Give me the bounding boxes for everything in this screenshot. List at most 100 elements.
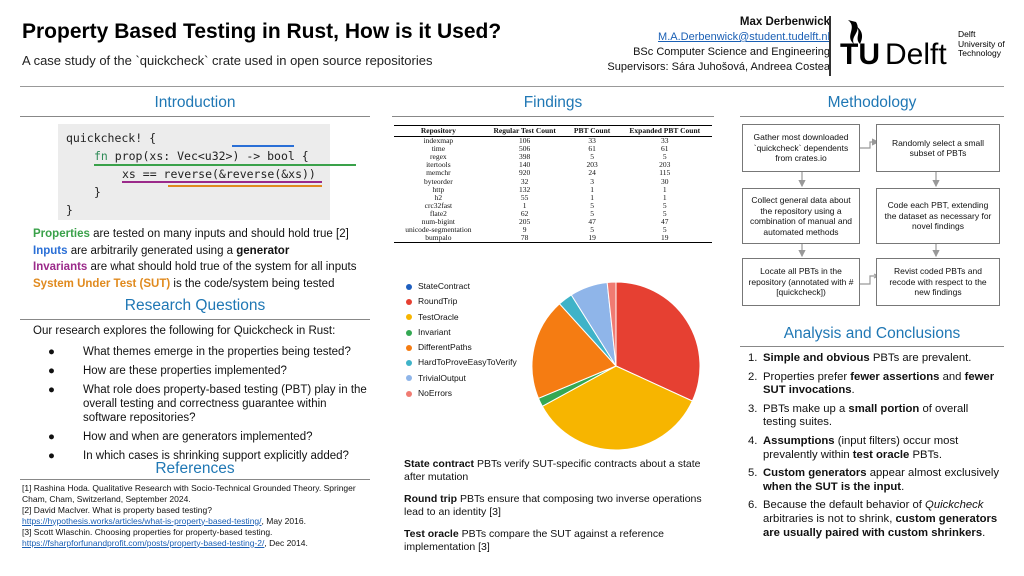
author-supervisors: Supervisors: Sára Juhošová, Andreea Cost… xyxy=(607,61,830,73)
conclusion-fragment: . xyxy=(982,526,986,539)
table-header-cell: Expanded PBT Count xyxy=(617,125,712,138)
definition-text: PBTs compare the SUT against a reference… xyxy=(404,528,664,553)
table-cell: regex xyxy=(430,152,447,162)
table-cell: 78 xyxy=(520,233,529,243)
conclusion-fragment: Because the default behavior of xyxy=(763,499,926,512)
table-cell: 30 xyxy=(661,176,669,186)
table-cell: 115 xyxy=(659,168,671,178)
reference-text: [3] Scott Wlaschin. Choosing properties … xyxy=(22,527,273,537)
table-cell: 1 xyxy=(590,184,594,194)
methodology-step-6: Revist coded PBTs and recode with respec… xyxy=(876,258,1000,306)
methodology-step-5: Code each PBT, extending the dataset as … xyxy=(876,188,1000,244)
conclusion-fragment: small portion xyxy=(848,402,920,415)
conclusion-fragment: . xyxy=(851,384,855,397)
pbt-definitions: State contract PBTs verify SUT-specific … xyxy=(404,458,708,563)
table-cell: 1 xyxy=(522,200,527,210)
rule-findings xyxy=(392,116,714,117)
table-cell: http xyxy=(432,184,445,194)
reference-item: [1] Rashina Hoda. Qualitative Research w… xyxy=(22,483,372,504)
conclusion-item: 5. Custom generators appear almost exclus… xyxy=(748,467,1004,494)
conclusion-text: PBTs make up a small portion of overall … xyxy=(763,403,968,429)
definition-item: Round trip PBTs ensure that composing tw… xyxy=(404,493,708,519)
conclusion-fragment: and xyxy=(939,370,965,383)
table-cell: 33 xyxy=(661,136,669,146)
conclusion-fragment: of overall testing suites. xyxy=(763,402,969,429)
reference-link[interactable]: https://hypothesis.works/articles/what-i… xyxy=(22,515,262,526)
conclusion-number: 5. xyxy=(748,467,758,480)
table-cell: num-bigint xyxy=(421,217,456,227)
table-row: byteorder 32 3 30 xyxy=(394,176,712,186)
poster-title: Property Based Testing in Rust, How is i… xyxy=(22,20,502,43)
conclusion-text: Because the default behavior of Quickche… xyxy=(763,499,997,538)
heading-analysis: Analysis and Conclusions xyxy=(783,325,961,342)
legend-item: Invariant xyxy=(406,325,517,340)
conclusion-number: 4. xyxy=(748,434,758,447)
conclusion-fragment: PBTs make up a xyxy=(763,402,849,415)
conclusion-item: 2. Properties prefer fewer assertions and… xyxy=(748,371,1004,398)
table-cell: 506 xyxy=(519,144,531,154)
methodology-arrows xyxy=(798,138,940,285)
legend-item: StateContract xyxy=(406,279,517,294)
table-cell: 5 xyxy=(590,200,594,210)
author-email-link[interactable]: M.A.Derbenwick@student.tudelft.nl xyxy=(658,31,830,43)
conclusion-number: 2. xyxy=(748,370,758,383)
table-row: unicode-segmentation 9 5 5 xyxy=(394,226,712,234)
heading-research-questions: Research Questions xyxy=(124,297,266,314)
heading-introduction: Introduction xyxy=(154,94,236,111)
research-question-item: ● What themes emerge in the properties be… xyxy=(48,345,368,359)
reference-link[interactable]: https://fsharpforfunandprofit.com/posts/… xyxy=(22,537,265,548)
conclusion-fragment: PBTs are prevalent. xyxy=(869,352,972,364)
conclusion-item: 3. PBTs make up a small portion of overal… xyxy=(748,403,1004,430)
reference-suffix: , May 2016. xyxy=(261,515,306,526)
input-underline xyxy=(232,145,294,147)
conclusion-fragment: fewer assertions xyxy=(850,370,940,383)
conclusion-fragment: when the SUT is the input xyxy=(763,480,902,493)
invariants-line: Invariants are what should hold true of … xyxy=(33,261,357,273)
research-question-item: ● How and when are generators implemented… xyxy=(48,430,368,444)
table-header-row: Repository Regular Test Count PBT Count Exp… xyxy=(394,125,712,138)
legend-item: TestOracle xyxy=(406,310,517,325)
legend-swatch xyxy=(406,360,412,367)
author-program: BSc Computer Science and Engineering xyxy=(633,46,830,58)
conclusion-fragment: test oracle xyxy=(852,448,910,461)
table-cell: 19 xyxy=(588,233,596,243)
definition-text: PBTs verify SUT-specific contracts about… xyxy=(404,458,701,483)
table-cell: 47 xyxy=(661,217,669,227)
legend-item: DifferentPaths xyxy=(406,340,517,355)
table-cell: 9 xyxy=(522,225,527,235)
table-cell: 205 xyxy=(519,217,531,227)
code-line-1: quickcheck! { xyxy=(66,131,157,145)
heading-findings: Findings xyxy=(523,94,583,111)
pie-legend: StateContract RoundTrip TestOracle Invarian… xyxy=(406,279,517,401)
bullet-icon: ● xyxy=(48,431,55,443)
table-cell: 19 xyxy=(661,233,669,243)
table-cell: memchr xyxy=(426,168,451,178)
research-question-text: How and when are generators implemented? xyxy=(83,431,313,443)
table-cell: 5 xyxy=(662,225,667,235)
table-row: num-bigint 205 47 47 xyxy=(394,217,712,227)
findings-table: Repository Regular Test Count PBT Count Exp… xyxy=(394,125,712,244)
rule-references xyxy=(20,479,370,480)
conclusion-text: Simple and obvious PBTs are prevalent. xyxy=(763,352,971,364)
reference-suffix: , Dec 2014. xyxy=(264,537,308,548)
legend-item: HardToProveEasyToVerify xyxy=(406,355,517,370)
conclusion-number: 6. xyxy=(748,499,758,512)
tudelft-logo: TU Delft xyxy=(840,20,947,71)
conclusion-text: Custom generators appear almost exclusiv… xyxy=(763,467,999,493)
table-cell: flate2 xyxy=(429,208,447,218)
header-divider xyxy=(829,16,831,76)
rule-methodology xyxy=(740,116,1004,117)
bullet-icon: ● xyxy=(48,365,55,377)
conclusion-number: 3. xyxy=(748,402,758,415)
definition-item: Test oracle PBTs compare the SUT against… xyxy=(404,528,708,554)
legend-swatch xyxy=(406,314,412,321)
table-cell: 920 xyxy=(519,168,531,178)
code-line-3: xs == reverse(&reverse(&xs)) xyxy=(122,167,316,181)
table-cell: 47 xyxy=(588,217,596,227)
table-cell: 5 xyxy=(662,200,667,210)
table-cell: indexmap xyxy=(423,136,454,146)
research-question-text: What themes emerge in the properties bei… xyxy=(83,346,351,358)
table-cell: 203 xyxy=(586,160,598,170)
legend-swatch xyxy=(406,329,412,336)
legend-item: TrivialOutput xyxy=(406,371,517,386)
